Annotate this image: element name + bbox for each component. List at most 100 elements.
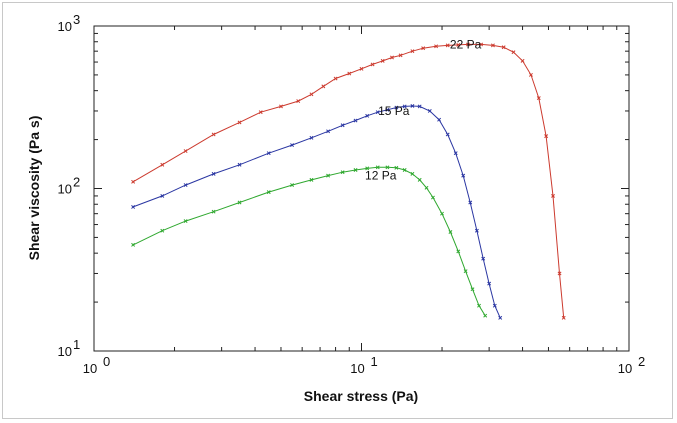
data-point: [385, 107, 390, 112]
data-point: [211, 132, 216, 137]
data-point: [483, 313, 488, 318]
data-point: [237, 200, 242, 205]
data-point: [370, 62, 375, 67]
data-point: [434, 44, 439, 49]
x-axis-title: Shear stress (Pa): [304, 388, 418, 404]
series-layer: [131, 42, 566, 320]
data-point: [417, 104, 422, 109]
data-point: [544, 134, 549, 139]
data-point: [456, 249, 461, 254]
data-point: [445, 43, 450, 48]
data-point: [463, 269, 468, 274]
data-point: [520, 58, 525, 63]
series-15-pa: [131, 104, 503, 320]
data-point: [340, 123, 345, 128]
data-point: [481, 256, 486, 261]
data-point: [160, 228, 165, 233]
series-22-pa: [131, 42, 566, 320]
data-point: [501, 45, 506, 50]
data-point: [498, 315, 503, 320]
x-tick-label: 10: [350, 361, 364, 376]
data-point: [456, 42, 461, 47]
data-point: [394, 165, 399, 170]
data-point: [431, 195, 435, 200]
series-line-15-pa: [132, 105, 501, 319]
data-point: [131, 204, 136, 209]
data-point: [296, 99, 301, 104]
data-point: [375, 110, 380, 115]
x-tick-label: 10: [83, 361, 97, 376]
data-point: [290, 183, 295, 188]
chart-frame: 10 0 10 1 10 2 10 1 10 2 10 3 22 Pa 15 Pa 12 Pa Shea…: [2, 2, 673, 419]
data-point: [347, 71, 352, 76]
data-point: [211, 209, 216, 214]
data-point: [394, 105, 399, 110]
data-point: [487, 281, 492, 286]
series-line-22-pa: [132, 43, 565, 318]
data-point: [365, 113, 370, 118]
data-point: [410, 49, 415, 54]
x-tick-exponent: 1: [371, 354, 378, 369]
data-point: [490, 43, 495, 48]
data-point: [258, 110, 263, 115]
data-point: [479, 42, 484, 47]
data-point: [160, 162, 165, 167]
data-point: [528, 72, 533, 77]
data-point: [266, 151, 271, 156]
x-tick-labels: 10 0 10 1 10 2: [83, 354, 645, 376]
data-point: [353, 118, 358, 123]
minor-ticks: [94, 26, 629, 351]
data-point: [237, 162, 242, 167]
data-point: [390, 55, 394, 60]
data-point: [421, 46, 426, 51]
series-label-12-pa: 12 Pa: [365, 169, 397, 183]
data-point: [561, 315, 566, 320]
data-point: [402, 104, 407, 109]
data-point: [465, 42, 470, 47]
data-point: [375, 165, 380, 170]
y-tick-label: 10: [58, 182, 72, 197]
plot-area-border: [93, 25, 630, 352]
data-point: [131, 242, 136, 247]
y-axis-title: Shear viscosity (Pa s): [26, 116, 42, 261]
data-point: [365, 166, 370, 171]
series-line-12-pa: [132, 166, 486, 316]
y-tick-label: 10: [58, 344, 72, 359]
data-point: [321, 84, 326, 89]
x-tick-exponent: 2: [638, 354, 645, 369]
data-point: [309, 135, 314, 140]
series-label-22-pa: 22 Pa: [450, 37, 482, 51]
data-point: [417, 177, 422, 182]
data-point: [477, 303, 481, 308]
y-tick-exponent: 3: [73, 12, 80, 27]
major-ticks: [93, 25, 630, 352]
data-point: [437, 117, 442, 122]
data-point: [340, 170, 345, 175]
y-tick-exponent: 1: [73, 337, 80, 352]
data-point: [440, 211, 444, 216]
data-point: [326, 129, 331, 134]
data-point: [183, 219, 188, 224]
data-point: [557, 271, 562, 276]
data-point: [424, 185, 429, 190]
data-point: [427, 109, 432, 113]
data-point: [461, 173, 466, 178]
data-point: [290, 143, 295, 148]
data-point: [309, 177, 314, 182]
series-label-layer: 22 Pa 15 Pa 12 Pa: [365, 37, 482, 182]
y-tick-label: 10: [58, 19, 72, 34]
data-point: [474, 228, 479, 233]
data-point: [536, 96, 541, 101]
data-point: [445, 132, 450, 137]
data-point: [385, 165, 390, 170]
data-point: [551, 193, 555, 198]
series-12-pa: [131, 165, 488, 318]
data-point: [492, 303, 497, 308]
data-point: [448, 230, 453, 234]
data-point: [237, 120, 242, 125]
data-point: [380, 58, 385, 63]
data-point: [410, 104, 415, 108]
data-point: [470, 287, 475, 292]
